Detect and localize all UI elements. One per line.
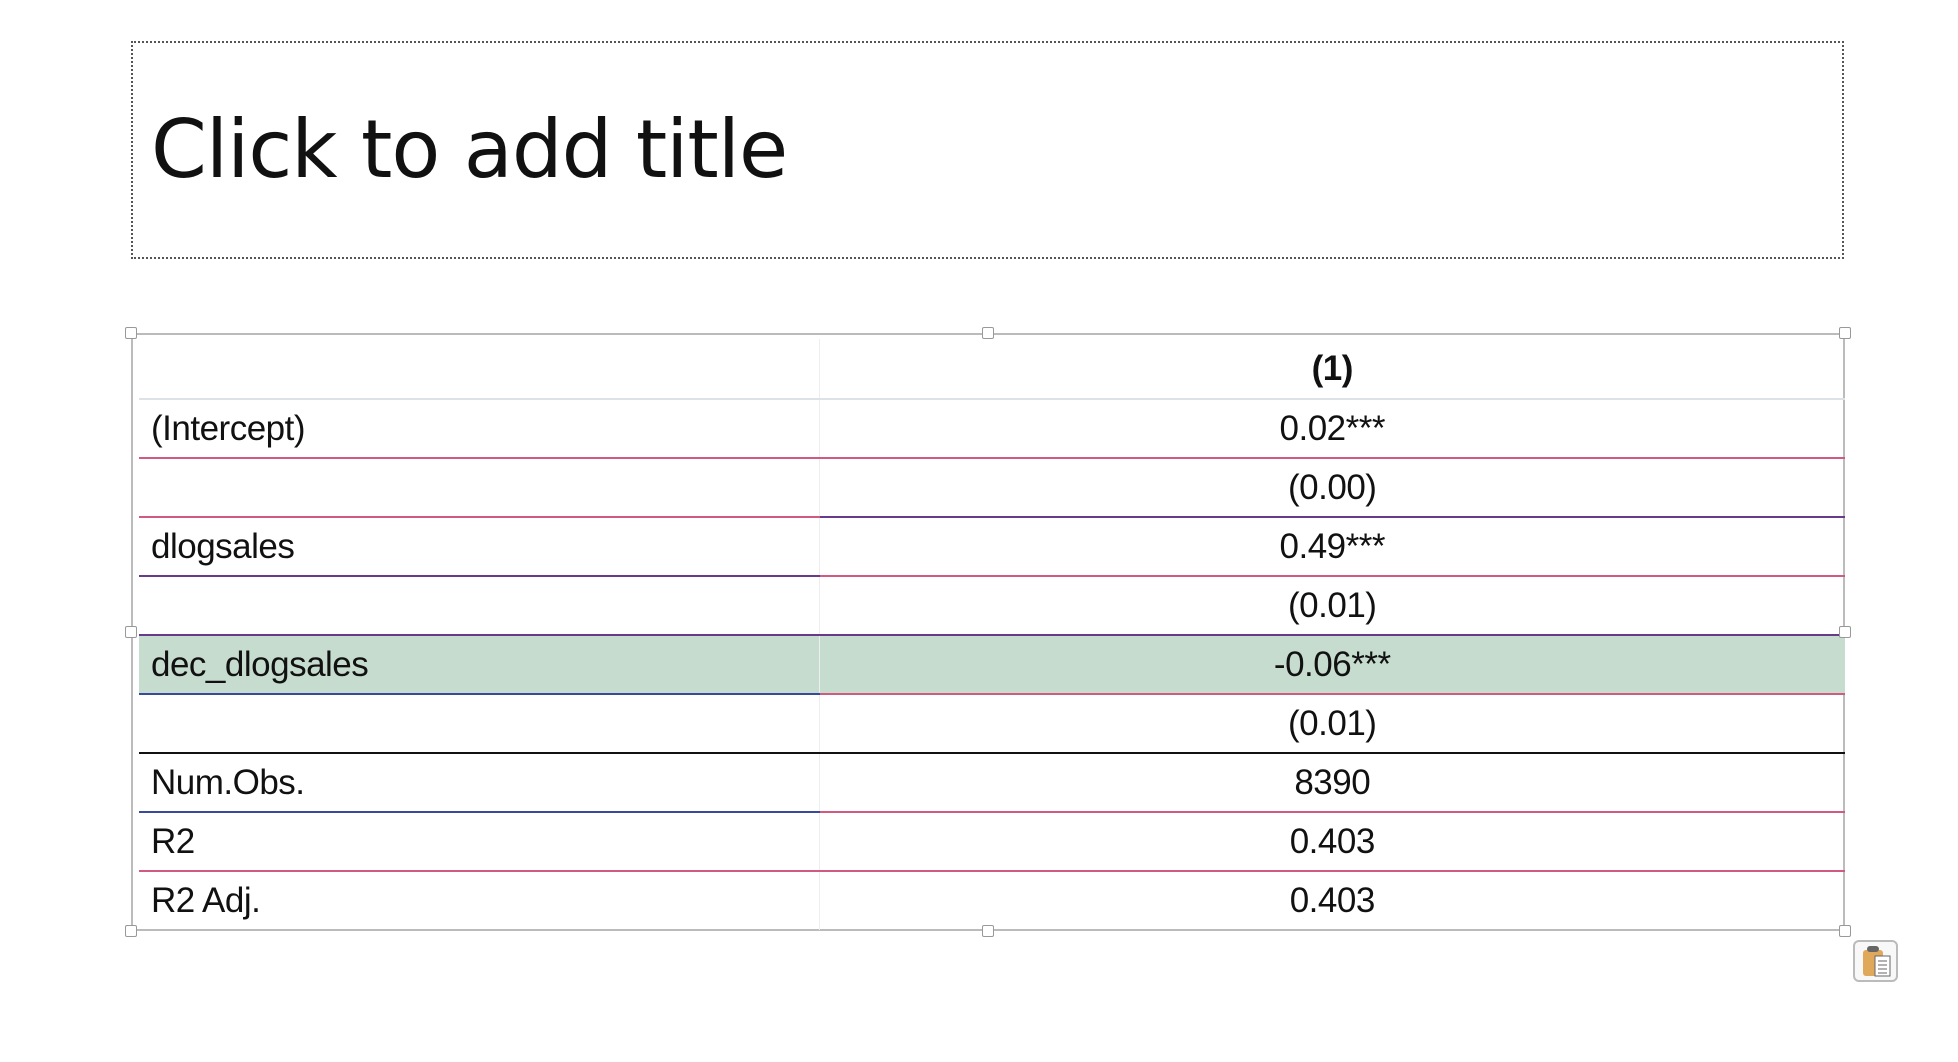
resize-handle-bottom-right[interactable] (1839, 925, 1851, 937)
resize-handle-bottom-left[interactable] (125, 925, 137, 937)
row-label[interactable] (139, 576, 819, 636)
row-label[interactable] (139, 694, 819, 754)
table-row: R2 Adj. 0.403 (139, 871, 1845, 930)
row-label[interactable]: Num.Obs. (139, 753, 819, 813)
row-label[interactable] (139, 458, 819, 518)
row-label[interactable]: (Intercept) (139, 399, 819, 459)
row-label[interactable]: R2 Adj. (151, 881, 261, 920)
header-cell[interactable] (139, 339, 819, 400)
row-label[interactable]: R2 (139, 812, 819, 872)
resize-handle-top[interactable] (982, 327, 994, 339)
row-value[interactable]: 0.49*** (818, 517, 1845, 577)
row-value[interactable]: 0.403 (818, 871, 1845, 930)
header-cell[interactable]: (1) (818, 339, 1845, 400)
table-row: R2 0.403 (139, 812, 1845, 872)
row-value[interactable]: 8390 (818, 753, 1845, 813)
regression-table-frame[interactable]: (1) (Intercept) 0.02*** (0.00) dlogsales 0… (131, 333, 1845, 931)
row-value[interactable]: (0.01) (818, 576, 1845, 636)
table-row-highlighted: dec_dlogsales -0.06*** (139, 635, 1845, 695)
resize-handle-top-right[interactable] (1839, 327, 1851, 339)
row-value[interactable]: 0.02*** (818, 399, 1845, 459)
regression-table[interactable]: (1) (Intercept) 0.02*** (0.00) dlogsales 0… (139, 339, 1845, 930)
row-value[interactable]: (0.00) (818, 458, 1845, 518)
title-placeholder[interactable]: Click to add title (131, 41, 1844, 259)
row-value[interactable]: 0.403 (818, 812, 1845, 872)
row-value[interactable]: (0.01) (818, 694, 1845, 754)
row-label[interactable]: dlogsales (139, 517, 819, 577)
row-label[interactable]: dec_dlogsales (139, 635, 819, 695)
resize-handle-right[interactable] (1839, 626, 1851, 638)
table-header-row: (1) (139, 339, 1845, 400)
resize-handle-top-left[interactable] (125, 327, 137, 339)
title-placeholder-text: Click to add title (151, 103, 788, 196)
resize-handle-left[interactable] (125, 626, 137, 638)
table-row: (0.01) (139, 576, 1845, 636)
clipboard-icon (1863, 946, 1891, 977)
table-row: (Intercept) 0.02*** (139, 399, 1845, 459)
paste-options-button[interactable] (1853, 940, 1898, 982)
table-row: (0.00) (139, 458, 1845, 518)
row-value[interactable]: -0.06*** (818, 635, 1845, 695)
table-row: (0.01) (139, 694, 1845, 754)
resize-handle-bottom[interactable] (982, 925, 994, 937)
table-row: Num.Obs. 8390 (139, 753, 1845, 813)
table-row: dlogsales 0.49*** (139, 517, 1845, 577)
